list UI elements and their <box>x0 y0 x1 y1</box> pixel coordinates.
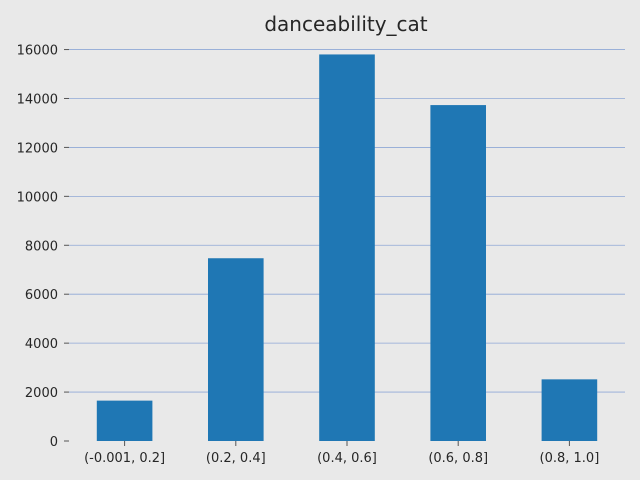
bar <box>208 258 264 441</box>
bar <box>319 54 375 441</box>
y-tick-label: 2000 <box>25 386 58 401</box>
x-tick-label: (0.8, 1.0] <box>540 451 600 466</box>
x-tick-label: (0.2, 0.4] <box>206 451 266 466</box>
y-tick-label: 10000 <box>17 190 58 205</box>
chart-title: danceability_cat <box>264 12 427 36</box>
x-tick-label: (0.4, 0.6] <box>317 451 377 466</box>
x-axis: (-0.001, 0.2] (0.2, 0.4] (0.4, 0.6] (0.6, 0… <box>84 441 599 466</box>
y-tick-label: 16000 <box>17 44 58 59</box>
y-tick-label: 0 <box>50 435 58 450</box>
bars <box>96 54 598 441</box>
bar <box>96 400 153 441</box>
y-axis: 0 2000 4000 6000 8000 10000 12000 14000 16000 <box>17 44 69 450</box>
y-tick-label: 8000 <box>25 239 58 254</box>
x-tick-label: (0.6, 0.8] <box>428 451 488 466</box>
bar <box>430 105 486 441</box>
bar <box>541 379 598 441</box>
x-tick-label: (-0.001, 0.2] <box>84 451 165 466</box>
y-tick-label: 6000 <box>25 288 58 303</box>
y-tick-label: 12000 <box>17 141 58 156</box>
y-tick-label: 14000 <box>17 92 58 107</box>
y-tick-label: 4000 <box>25 337 58 352</box>
